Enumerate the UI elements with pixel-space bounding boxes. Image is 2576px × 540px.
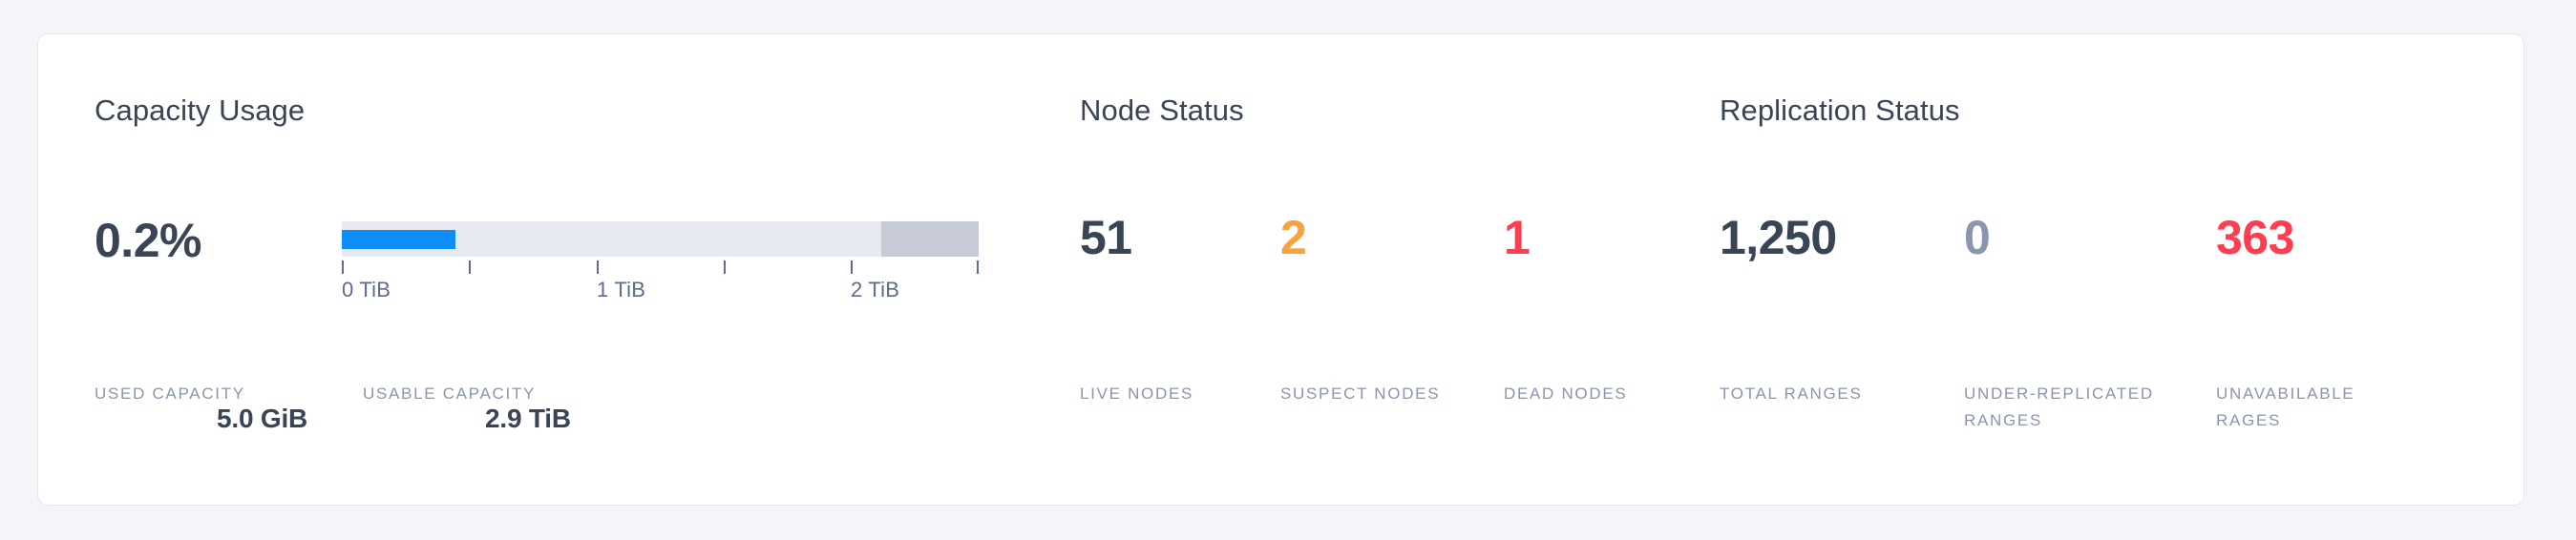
capacity-axis-tick-label: 1 TiB <box>597 278 646 301</box>
metric-total-ranges-caption: Total Ranges <box>1720 384 1863 403</box>
capacity-axis-tick-label: 0 TiB <box>342 278 391 301</box>
metric-under-replicated-ranges-caption: Under-replicated Ranges <box>1964 384 2154 429</box>
stat-used-capacity: Used Capacity 5.0 GiB <box>95 381 307 432</box>
capacity-stats-row: Used Capacity 5.0 GiB Usable Capacity 2.… <box>95 381 1011 447</box>
capacity-axis-tick <box>469 260 471 274</box>
capacity-axis-tick <box>724 260 726 274</box>
cluster-summary-card: Capacity Usage 0.2% 0 TiB 1 TiB 2 TiB Used… <box>37 33 2524 506</box>
capacity-axis-tick <box>851 260 853 274</box>
metric-dead-nodes-value: 1 <box>1504 211 1531 264</box>
metric-suspect-nodes-caption: Suspect Nodes <box>1280 384 1441 403</box>
metric-dead-nodes-caption: Dead Nodes <box>1504 384 1628 403</box>
capacity-bar-axis: 0 TiB 1 TiB 2 TiB <box>342 260 979 310</box>
metric-suspect-nodes-value: 2 <box>1280 211 1307 264</box>
capacity-bar-used-fill <box>342 230 455 249</box>
capacity-bar-track <box>342 221 979 257</box>
replication-status-section: Replication Status 1,250 Total Ranges 0 … <box>1720 34 2522 505</box>
capacity-axis-tick <box>977 260 979 274</box>
capacity-axis-tick <box>597 260 599 274</box>
replication-status-title: Replication Status <box>1720 93 1960 127</box>
capacity-usage-title: Capacity Usage <box>95 93 306 127</box>
stat-usable-capacity-value: 2.9 TiB <box>485 404 571 433</box>
stat-used-capacity-value: 5.0 GiB <box>217 404 308 433</box>
stat-used-capacity-caption: Used Capacity <box>95 384 245 403</box>
capacity-usage-section: Capacity Usage 0.2% 0 TiB 1 TiB 2 TiB Used… <box>95 34 1011 505</box>
metric-total-ranges-value: 1,250 <box>1720 211 1837 264</box>
metric-unavailable-ranges-caption: Unavabilable Rages <box>2216 384 2355 429</box>
node-status-section: Node Status 51 Live Nodes 2 Suspect Node… <box>1080 34 1739 505</box>
stat-usable-capacity: Usable Capacity 2.9 TiB <box>363 381 571 432</box>
capacity-usage-percent: 0.2% <box>95 214 201 267</box>
capacity-axis-tick-label: 2 TiB <box>851 278 900 301</box>
metric-live-nodes-caption: Live Nodes <box>1080 384 1194 403</box>
metric-unavailable-ranges-value: 363 <box>2216 211 2294 264</box>
stat-usable-capacity-caption: Usable Capacity <box>363 384 537 403</box>
capacity-axis-tick <box>342 260 344 274</box>
node-status-title: Node Status <box>1080 93 1244 127</box>
metric-live-nodes-value: 51 <box>1080 211 1132 264</box>
metric-under-replicated-ranges-value: 0 <box>1964 211 1991 264</box>
capacity-usage-chart: 0 TiB 1 TiB 2 TiB <box>342 221 979 310</box>
capacity-bar-unusable-fill <box>881 221 979 257</box>
